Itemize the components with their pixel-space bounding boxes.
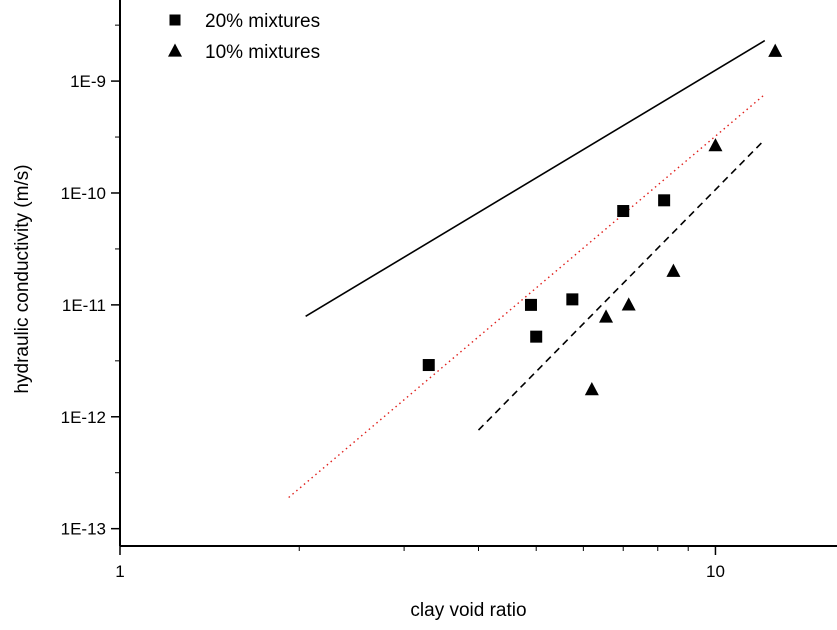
data-point-square [658, 194, 671, 207]
data-point-triangle [599, 309, 614, 323]
data-markers [422, 43, 783, 396]
data-point-triangle [768, 43, 783, 57]
legend-marker-triangle [168, 43, 182, 57]
y-tick-label: 1E-13 [61, 520, 106, 539]
plot-area: 1 10 1E-13 1E-12 1E-11 1E-10 1E-9 [61, 0, 837, 581]
y-tick-label: 1E-12 [61, 408, 106, 427]
data-point-triangle [584, 382, 599, 396]
fit-line-dotted [288, 93, 766, 499]
y-tick-label: 1E-9 [70, 72, 106, 91]
data-point-square [422, 359, 435, 372]
x-tick-label: 1 [115, 562, 124, 581]
x-axis-label: clay void ratio [410, 600, 526, 621]
fit-line-dashed [477, 139, 766, 431]
data-point-triangle [621, 297, 636, 311]
data-point-square [530, 330, 543, 343]
y-tick-label: 1E-11 [62, 296, 106, 315]
legend: 20% mixtures 10% mixtures [168, 11, 320, 63]
data-point-triangle [708, 138, 723, 152]
data-point-square [617, 205, 630, 218]
data-point-square [524, 298, 537, 311]
legend-marker-square [169, 14, 181, 26]
legend-label: 20% mixtures [205, 11, 320, 32]
fit-line-solid [305, 39, 766, 318]
fit-lines [288, 39, 766, 499]
data-point-square [566, 293, 579, 306]
legend-label: 10% mixtures [205, 42, 320, 63]
axis-ticks: 1 10 1E-13 1E-12 1E-11 1E-10 1E-9 [61, 24, 725, 581]
data-point-triangle [666, 263, 681, 277]
y-tick-label: 1E-10 [61, 184, 106, 203]
y-axis-label: hydraulic conductivity (m/s) [12, 164, 33, 393]
x-tick-label: 10 [706, 562, 725, 581]
